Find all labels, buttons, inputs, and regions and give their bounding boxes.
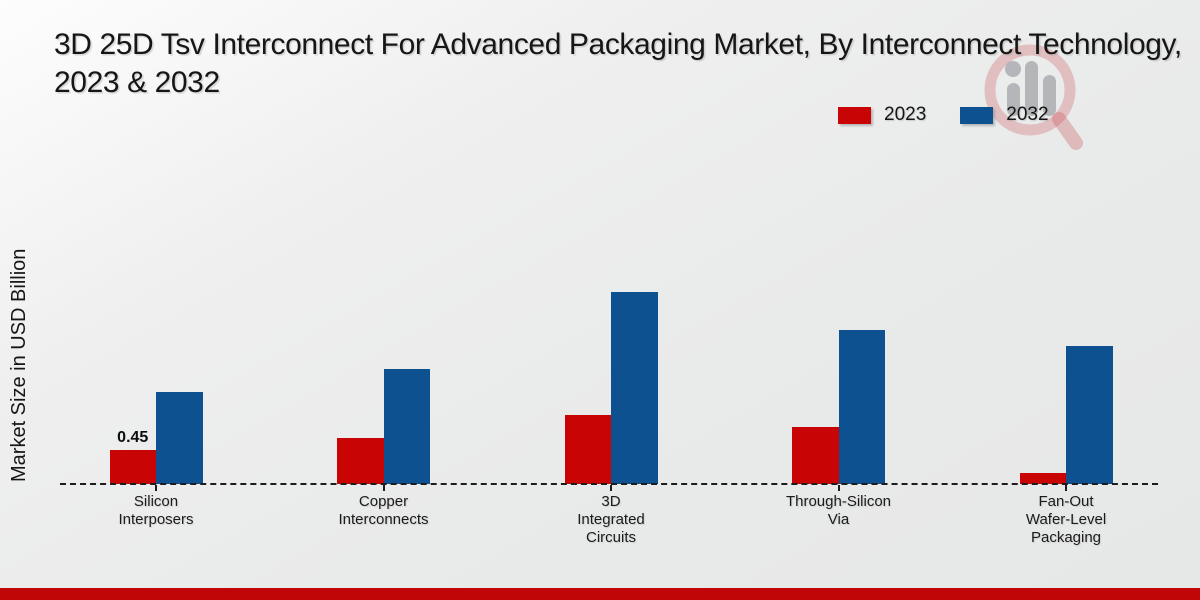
x-tick-label-fan-out-wafer-level-packaging: Fan-Out Wafer-Level Packaging (1025, 493, 1107, 546)
legend-swatch-2023-icon (838, 106, 871, 124)
legend-swatch-2032-icon (960, 106, 994, 124)
legend-label-2032: 2032 (1006, 104, 1049, 125)
bar-2023-3d-integrated-circuits (564, 415, 611, 484)
y-axis-label: Market Size in USD Billion (8, 248, 30, 482)
bar-value-label: 0.45 (117, 429, 149, 447)
bar-2032-fan-out-wafer-level-packaging (1066, 345, 1113, 484)
legend: 2023 2032 (838, 104, 1049, 126)
x-tick-label-through-silicon-via: Through-Silicon Via (785, 493, 892, 528)
footer-bar (0, 588, 1200, 600)
x-tick-3d-integrated-circuits (610, 485, 612, 491)
bar-2023-fan-out-wafer-level-packaging (1019, 472, 1066, 484)
watermark-logo (972, 30, 1092, 165)
bar-2032-silicon-interposers (156, 391, 203, 484)
chart-title: 3D 25D Tsv Interconnect For Advanced Pac… (54, 28, 1182, 99)
bar-2032-through-silicon-via (838, 329, 885, 484)
x-tick-label-copper-interconnects: Copper Interconnects (338, 493, 429, 528)
x-tick-silicon-interposers (155, 485, 157, 491)
x-axis-baseline (60, 483, 1158, 485)
magnifier-bars-icon (984, 44, 1083, 150)
bar-2023-copper-interconnects (337, 437, 384, 484)
legend-item-2023: 2023 (838, 104, 926, 126)
bar-2023-through-silicon-via (792, 427, 839, 484)
bar-2032-copper-interconnects (383, 369, 430, 484)
x-tick-label-3d-integrated-circuits: 3D Integrated Circuits (577, 493, 645, 546)
legend-label-2023: 2023 (884, 104, 927, 125)
x-tick-through-silicon-via (837, 485, 840, 491)
x-tick-copper-interconnects (382, 485, 385, 491)
bar-2032-3d-integrated-circuits (611, 292, 658, 484)
bar-2023-silicon-interposers (109, 450, 156, 484)
legend-item-2032: 2032 (960, 104, 1049, 126)
x-tick-label-silicon-interposers: Silicon Interposers (118, 493, 194, 528)
x-tick-fan-out-wafer-level-packaging (1065, 485, 1067, 491)
